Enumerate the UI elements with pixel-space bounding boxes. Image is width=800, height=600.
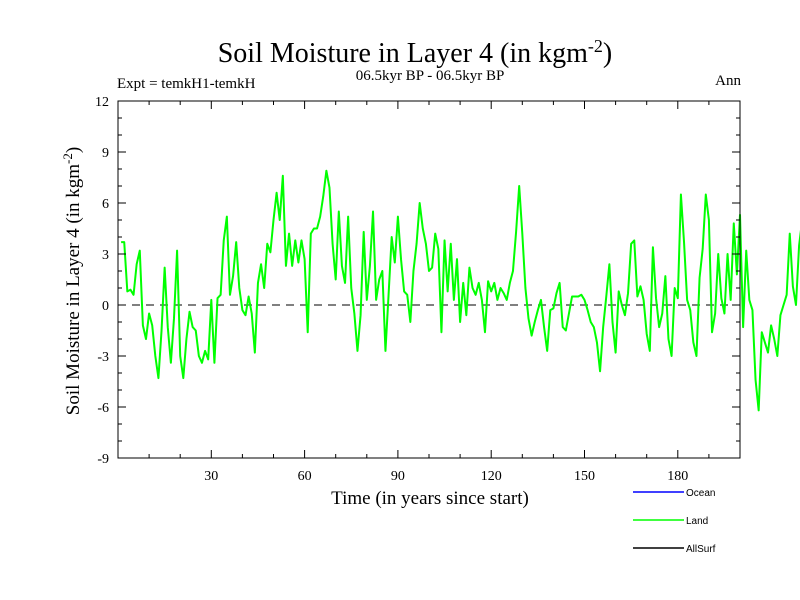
legend-label-allsurf: AllSurf xyxy=(686,544,716,555)
y-tick-label: 6 xyxy=(102,197,109,212)
x-axis-label: Time (in years since start) xyxy=(331,488,529,509)
experiment-label: Expt = temkH1-temkH xyxy=(117,76,256,92)
chart-title-close: ) xyxy=(603,38,612,69)
tick-labels-group: -9 -6 -3 0 3 6 9 12 30 60 90 120 150 180 xyxy=(95,95,688,484)
chart-title: Soil Moisture in Layer 4 (in kgm-2) xyxy=(218,36,613,69)
series-group xyxy=(121,169,800,412)
x-tick-label: 60 xyxy=(298,469,312,484)
y-axis-label-close: ) xyxy=(63,147,84,153)
season-label: Ann xyxy=(715,73,741,89)
y-tick-label: 12 xyxy=(95,95,109,110)
y-tick-label: 3 xyxy=(102,248,109,263)
legend-label-land: Land xyxy=(686,516,708,527)
y-axis-label-superscript: -2 xyxy=(60,153,75,164)
x-tick-label: 120 xyxy=(481,469,502,484)
y-tick-label: -3 xyxy=(97,350,109,365)
x-tick-label: 150 xyxy=(574,469,595,484)
chart-subtitle: 06.5kyr BP - 06.5kyr BP xyxy=(356,68,505,84)
legend: Ocean Land AllSurf xyxy=(633,488,716,555)
series-line-land xyxy=(121,169,800,412)
plot-frame xyxy=(117,100,741,459)
y-axis-label: Soil Moisture in Layer 4 (in kgm-2) xyxy=(60,147,84,415)
y-tick-label: -6 xyxy=(97,401,109,416)
chart-title-superscript: -2 xyxy=(588,36,603,56)
y-tick-label: 9 xyxy=(102,146,109,161)
x-tick-label: 30 xyxy=(204,469,218,484)
y-tick-label: 0 xyxy=(102,299,109,314)
y-tick-label: -9 xyxy=(97,452,109,467)
x-tick-label: 180 xyxy=(667,469,688,484)
x-tick-label: 90 xyxy=(391,469,405,484)
ticks-group xyxy=(118,100,740,459)
legend-label-ocean: Ocean xyxy=(686,488,715,499)
